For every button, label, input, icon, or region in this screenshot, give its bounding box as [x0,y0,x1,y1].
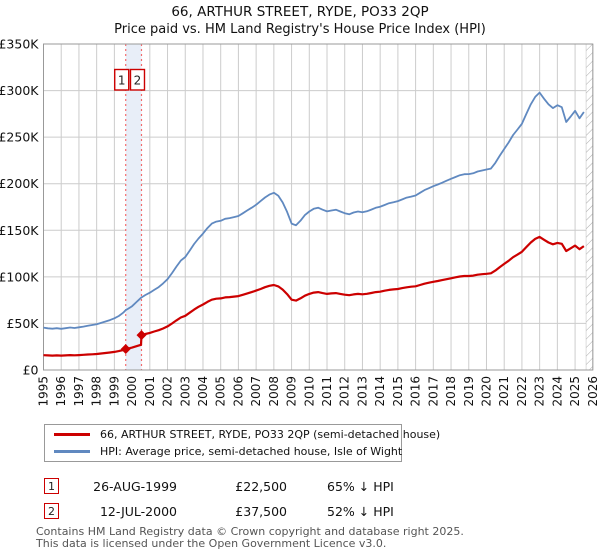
x-axis-tick-label: 2023 [533,376,547,407]
sales-table: 1 26-AUG-1999 £22,500 65% ↓ HPI 2 12-JUL… [44,477,574,527]
x-axis-tick-label: 2026 [586,376,600,407]
sale-number-box-label: 1 [118,74,126,88]
price-history-chart: 1 2 £0 £50K £100K £150K £200K £250K £300K £350K 19… [0,37,600,407]
y-axis-tick-label: £0 [23,363,39,378]
chart-legend: 66, ARTHUR STREET, RYDE, PO33 2QP (semi-… [44,424,440,462]
sale-date: 12-JUL-2000 [99,503,177,519]
x-axis-tick-label: 2021 [497,376,511,407]
sale-number-box-label: 2 [134,74,142,88]
x-axis-tick-label: 2002 [161,376,175,407]
x-axis-tick-label: 1995 [37,376,51,407]
y-axis-tick-label: £150K [0,223,39,238]
sale-number-box [129,68,146,91]
x-axis-tick-label: 1998 [90,376,104,407]
x-axis-tick-label: 2004 [196,376,210,407]
x-axis-tick-label: 2009 [285,376,299,407]
y-axis-tick-label: £350K [0,37,39,52]
y-axis-tick-label: £100K [0,269,39,284]
sale-row-2: 2 12-JUL-2000 £37,500 52% ↓ HPI [44,502,574,520]
x-axis-tick-label: 2024 [550,376,564,407]
hpi-line [43,91,585,330]
x-axis-tick-label: 2016 [409,376,423,407]
y-axis-tick-label: £50K [6,316,39,331]
legend-label-property: 66, ARTHUR STREET, RYDE, PO33 2QP (semi-… [100,428,441,441]
sale-number-badge: 2 [44,503,59,519]
x-axis-tick-label: 2007 [249,376,263,407]
sale-hpi-delta: 52% ↓ HPI [327,503,394,519]
sale-hpi-delta: 65% ↓ HPI [327,478,394,494]
page-title: 66, ARTHUR STREET, RYDE, PO33 2QP [171,4,429,20]
sale-number-box [114,68,130,91]
sale-price: £37,500 [235,503,287,519]
x-axis-tick-label: 2025 [568,376,582,407]
sale-row-1: 1 26-AUG-1999 £22,500 65% ↓ HPI [44,477,574,495]
x-axis-tick-label: 2014 [373,376,387,407]
x-axis-tick-label: 2011 [320,376,334,407]
legend-row-property: 66, ARTHUR STREET, RYDE, PO33 2QP (semi-… [45,428,440,442]
x-axis-tick-label: 2017 [426,376,440,407]
x-axis-tick-label: 2013 [355,376,369,407]
x-axis-tick-label: 2020 [479,376,493,407]
x-axis-tick-label: 2001 [143,376,157,407]
page-subtitle: Price paid vs. HM Land Registry's House … [114,22,486,37]
legend-label-hpi: HPI: Average price, semi-detached house,… [100,445,403,458]
x-axis-tick-label: 1996 [54,376,68,407]
x-axis-tick-label: 2022 [515,376,529,407]
legend-row-hpi: HPI: Average price, semi-detached house,… [45,445,403,459]
sale-price: £22,500 [235,478,287,494]
hpi-line-swatch [54,450,90,453]
y-axis-tick-label: £250K [0,130,39,145]
sale-number-badge: 1 [44,478,59,494]
x-axis-tick-label: 2003 [178,376,192,407]
x-axis-tick-label: 2008 [267,376,281,407]
x-axis-tick-label: 2000 [125,376,139,407]
x-axis-tick-label: 2005 [214,376,228,407]
x-axis-tick-label: 2012 [338,376,352,407]
x-axis-tick-label: 1999 [107,376,121,407]
y-axis-tick-label: £300K [0,83,39,98]
license-footer: Contains HM Land Registry data © Crown c… [36,526,596,549]
x-axis-tick-label: 2015 [391,376,405,407]
x-axis-tick-label: 2019 [462,376,476,407]
y-axis-tick-label: £200K [0,176,39,191]
property-line-swatch [54,433,90,436]
sale-date: 26-AUG-1999 [93,478,177,494]
property-price-line [43,235,585,357]
x-axis-tick-label: 2010 [302,376,316,407]
plot-frame [43,43,594,371]
future-hatch-region [585,43,594,371]
x-axis-tick-label: 1997 [72,376,86,407]
license-footer-line2: This data is licensed under the Open Gov… [36,536,387,550]
sale-period-band [125,44,142,370]
sale-marker-diamond [120,344,131,355]
x-axis-tick-label: 2018 [444,376,458,407]
license-footer-line1: Contains HM Land Registry data © Crown c… [36,525,464,538]
x-axis-tick-label: 2006 [231,376,245,407]
sale-marker-diamond [136,330,147,341]
